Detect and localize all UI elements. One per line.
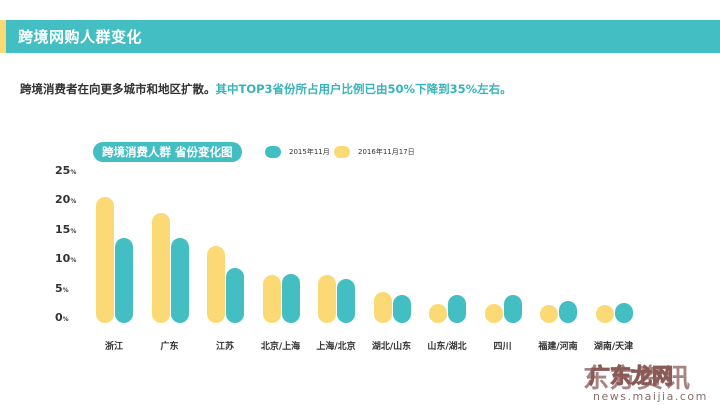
bar-2016: [262, 274, 281, 323]
y-tick-label: 0%: [55, 311, 85, 324]
summary-text-main: 跨境消费者在向更多城市和地区扩散。: [20, 82, 216, 96]
chart-title: 跨境消费人群 省份变化图: [93, 142, 242, 162]
bar-2016: [151, 213, 170, 323]
y-tick-label: 15%: [55, 223, 85, 236]
legend-label: 2016年11月17日: [358, 148, 415, 156]
bar-2016: [429, 303, 447, 323]
y-tick-unit: %: [70, 198, 77, 206]
x-category-label: 四川: [493, 342, 512, 352]
bar-2016: [373, 291, 392, 323]
bar-2015: [337, 279, 355, 323]
x-category-label: 北京/上海: [260, 342, 301, 352]
bar-2016: [318, 274, 336, 323]
y-tick-value: 0: [55, 311, 63, 324]
bar-2015: [448, 295, 466, 323]
watermark-text: 广东龙网: [589, 364, 674, 389]
y-tick-unit: %: [62, 316, 69, 323]
header-accent-bar: [0, 20, 6, 53]
bar-2015: [392, 295, 411, 323]
watermark-url: news.maijia.com: [593, 390, 708, 403]
section-header: 跨境网购人群变化: [0, 20, 720, 53]
bar-2015: [503, 295, 522, 323]
y-tick-unit: %: [70, 227, 77, 235]
bar-2015: [614, 302, 633, 323]
bar-2015: [281, 273, 300, 323]
section-title: 跨境网购人群变化: [18, 28, 143, 46]
bar-2016: [595, 305, 614, 323]
x-category-label: 福建/河南: [538, 342, 578, 352]
x-category-label: 湖北/山东: [371, 342, 412, 352]
y-tick-label: 25%: [55, 164, 85, 177]
y-tick-label: 5%: [55, 282, 85, 295]
y-tick-value: 15: [55, 222, 71, 236]
legend-label: 2015年11月: [289, 148, 330, 156]
bar-2015: [226, 267, 244, 323]
y-tick-value: 5: [55, 281, 63, 295]
legend-item-2016: 2016年11月17日: [334, 144, 415, 160]
x-category-label: 湖南/天津: [593, 342, 634, 352]
summary-text-highlight: 其中TOP3省份所占用户比例已由50%下降到35%左右。: [215, 82, 512, 96]
x-category-label: 浙江: [104, 342, 123, 352]
x-category-label: 江苏: [215, 342, 234, 352]
y-tick-unit: %: [62, 286, 69, 294]
x-category-label: 山东/湖北: [427, 342, 467, 352]
y-tick-value: 25: [55, 164, 71, 177]
bar-2015: [559, 300, 577, 323]
watermark: 东方资讯 广东龙网 news.maijia.com: [575, 358, 720, 405]
y-tick-label: 10%: [55, 252, 85, 265]
bar-2016: [96, 197, 114, 323]
legend-item-2015: 2015年11月: [265, 144, 330, 160]
y-tick-unit: %: [70, 257, 77, 265]
watermark-bg-text: 东方资讯: [583, 364, 692, 394]
bar-2016: [207, 246, 225, 323]
y-tick-unit: %: [70, 169, 77, 176]
legend-swatch-yellow: [334, 146, 350, 158]
bar-2015: [170, 237, 189, 323]
summary-text: 跨境消费者在向更多城市和地区扩散。其中TOP3省份所占用户比例已由50%下降到3…: [20, 81, 512, 97]
bar-2016: [540, 305, 558, 323]
bar-2016: [484, 303, 503, 323]
x-category-label: 上海/北京: [316, 342, 356, 352]
y-tick-value: 10: [55, 252, 71, 266]
bar-2015: [115, 237, 133, 323]
y-tick-value: 20: [55, 193, 71, 207]
y-tick-label: 20%: [55, 193, 85, 206]
legend-swatch-teal: [265, 146, 281, 158]
x-category-label: 广东: [160, 342, 179, 352]
